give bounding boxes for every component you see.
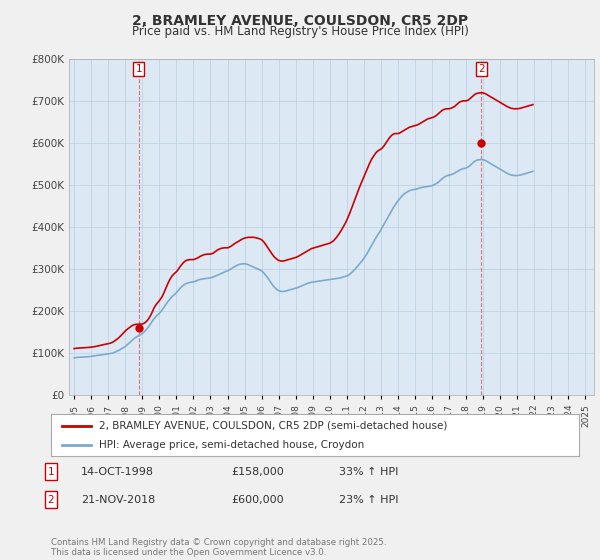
Text: Price paid vs. HM Land Registry's House Price Index (HPI): Price paid vs. HM Land Registry's House … [131, 25, 469, 38]
Text: 21-NOV-2018: 21-NOV-2018 [81, 494, 155, 505]
Text: 2: 2 [47, 494, 55, 505]
Text: 14-OCT-1998: 14-OCT-1998 [81, 466, 154, 477]
Text: £158,000: £158,000 [231, 466, 284, 477]
Text: 2: 2 [478, 64, 484, 74]
Text: 2, BRAMLEY AVENUE, COULSDON, CR5 2DP (semi-detached house): 2, BRAMLEY AVENUE, COULSDON, CR5 2DP (se… [98, 421, 447, 431]
Text: £600,000: £600,000 [231, 494, 284, 505]
Text: HPI: Average price, semi-detached house, Croydon: HPI: Average price, semi-detached house,… [98, 440, 364, 450]
Text: 33% ↑ HPI: 33% ↑ HPI [339, 466, 398, 477]
Text: 1: 1 [47, 466, 55, 477]
Text: Contains HM Land Registry data © Crown copyright and database right 2025.
This d: Contains HM Land Registry data © Crown c… [51, 538, 386, 557]
Text: 23% ↑ HPI: 23% ↑ HPI [339, 494, 398, 505]
Text: 2, BRAMLEY AVENUE, COULSDON, CR5 2DP: 2, BRAMLEY AVENUE, COULSDON, CR5 2DP [132, 14, 468, 28]
Text: 1: 1 [136, 64, 142, 74]
